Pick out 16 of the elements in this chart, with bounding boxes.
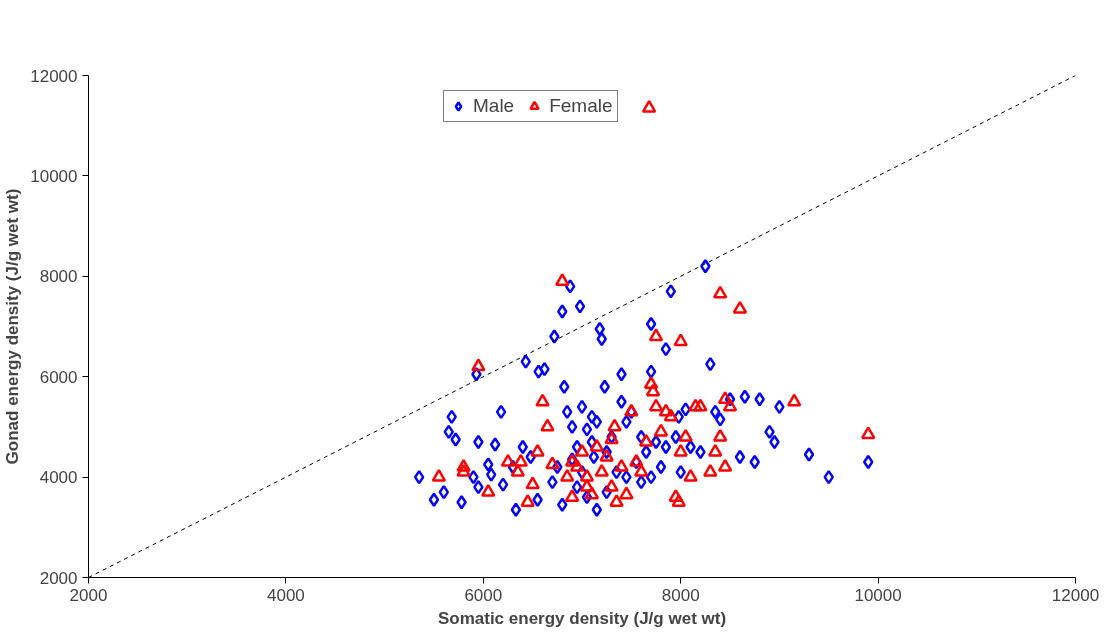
y-tick-label: 12000: [30, 66, 78, 86]
x-tick-label: 4000: [266, 585, 305, 605]
x-tick-label: 6000: [464, 585, 503, 605]
y-tick-label: 6000: [39, 367, 78, 387]
x-axis-title: Somatic energy density (J/g wet wt): [437, 608, 727, 628]
x-tick-label: 12000: [1051, 585, 1100, 605]
y-tick-label: 10000: [30, 166, 78, 186]
legend-label: Female: [549, 95, 613, 117]
y-tick-label: 8000: [39, 267, 78, 287]
y-tick-label: 4000: [39, 468, 78, 488]
legend-label: Male: [473, 95, 515, 117]
x-tick-label: 8000: [661, 585, 700, 605]
x-tick-label: 10000: [854, 585, 902, 605]
y-tick-label: 2000: [39, 568, 78, 588]
y-axis-title: Gonad energy density (J/g wet wt): [3, 188, 23, 465]
x-tick-label: 2000: [69, 585, 108, 605]
